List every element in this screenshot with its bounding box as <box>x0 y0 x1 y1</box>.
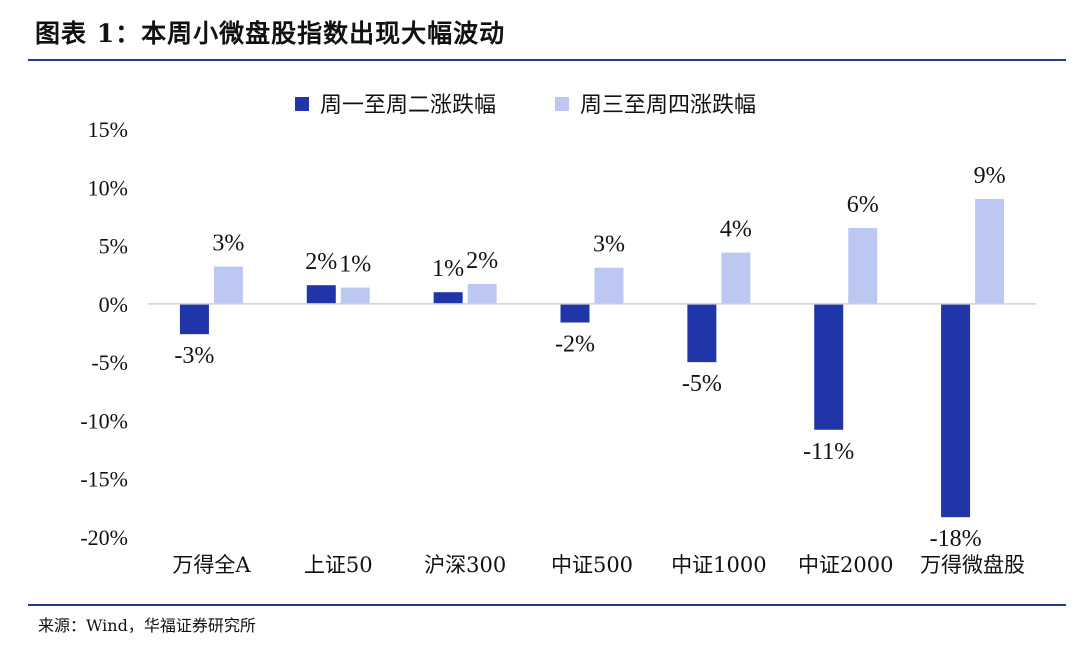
y-tick-label: -20% <box>80 525 128 550</box>
bar-series-1-6 <box>814 303 844 430</box>
data-label-series-2-7: 9% <box>974 163 1006 189</box>
x-category-label: 中证1000 <box>671 553 766 577</box>
bar-chart: 周一至周二涨跌幅 周三至周四涨跌幅 15% 10% 5% 0% -5% -10% -15% -… <box>80 93 1036 577</box>
bar-series-2-3 <box>467 284 497 304</box>
source-note: 来源：Wind，华福证券研究所 <box>38 616 256 635</box>
bars <box>179 198 1005 518</box>
y-axis: 15% 10% 5% 0% -5% -10% -15% -20% <box>80 117 128 550</box>
data-label-series-1-6: -11% <box>803 439 854 465</box>
y-tick-label: -5% <box>91 350 128 375</box>
data-label-series-2-5: 4% <box>720 217 752 243</box>
legend-label-series-2: 周三至周四涨跌幅 <box>580 93 756 118</box>
legend-swatch-series-1 <box>295 97 309 111</box>
x-category-label: 万得全A <box>172 553 251 577</box>
data-label-series-1-3: 1% <box>432 256 464 282</box>
data-labels: -3%3%2% 1% 1% 2%-2%3%-5%4%-11%6%-18%9% <box>174 163 1005 552</box>
data-label-series-2-3: 2% <box>466 248 498 274</box>
data-label-series-1-1: -3% <box>174 343 214 369</box>
bar-series-2-1 <box>213 266 243 304</box>
legend: 周一至周二涨跌幅 周三至周四涨跌幅 <box>295 93 756 118</box>
bar-series-1-5 <box>687 303 717 363</box>
top-rule <box>28 59 1066 61</box>
bar-series-1-4 <box>560 303 590 323</box>
bar-series-2-4 <box>594 267 624 304</box>
bar-series-1-1 <box>179 303 209 335</box>
x-category-label: 上证50 <box>304 553 373 577</box>
y-tick-label: -10% <box>80 408 128 433</box>
legend-swatch-series-2 <box>555 97 569 111</box>
y-tick-label: 15% <box>88 117 128 142</box>
x-category-label: 中证500 <box>551 553 633 577</box>
data-label-series-1-5: -5% <box>682 371 722 397</box>
data-label-series-2-6: 6% <box>847 192 879 218</box>
data-label-series-2-4: 3% <box>593 232 625 258</box>
x-category-label: 沪深300 <box>424 553 506 577</box>
bar-series-1-7 <box>941 303 971 518</box>
bar-series-2-2 <box>340 287 370 304</box>
x-category-label: 万得微盘股 <box>920 553 1025 577</box>
data-label-series-1-7: -18% <box>930 526 982 552</box>
x-category-label: 中证2000 <box>798 553 893 577</box>
y-tick-label: -15% <box>80 467 128 492</box>
x-axis: 万得全A 上证50 沪深300 中证500 中证1000 中证2000 万得微盘股 <box>172 553 1025 577</box>
y-tick-label: 10% <box>88 175 128 200</box>
legend-label-series-1: 周一至周二涨跌幅 <box>320 93 496 118</box>
bar-series-2-5 <box>721 252 751 304</box>
bar-series-1-3 <box>433 292 463 304</box>
bar-series-2-6 <box>848 228 878 304</box>
y-tick-label: 5% <box>99 234 128 259</box>
data-label-series-1-2: 2% <box>305 249 337 275</box>
bar-series-2-7 <box>975 198 1005 304</box>
bottom-rule <box>28 604 1066 606</box>
data-label-series-2-1: 3% <box>212 231 244 257</box>
y-tick-label: 0% <box>99 292 128 317</box>
data-label-series-1-4: -2% <box>555 332 595 358</box>
chart-title: 图表 1：本周小微盘股指数出现大幅波动 <box>35 19 506 48</box>
bar-series-1-2 <box>306 285 336 304</box>
data-label-series-2-2: 1% <box>339 252 371 278</box>
